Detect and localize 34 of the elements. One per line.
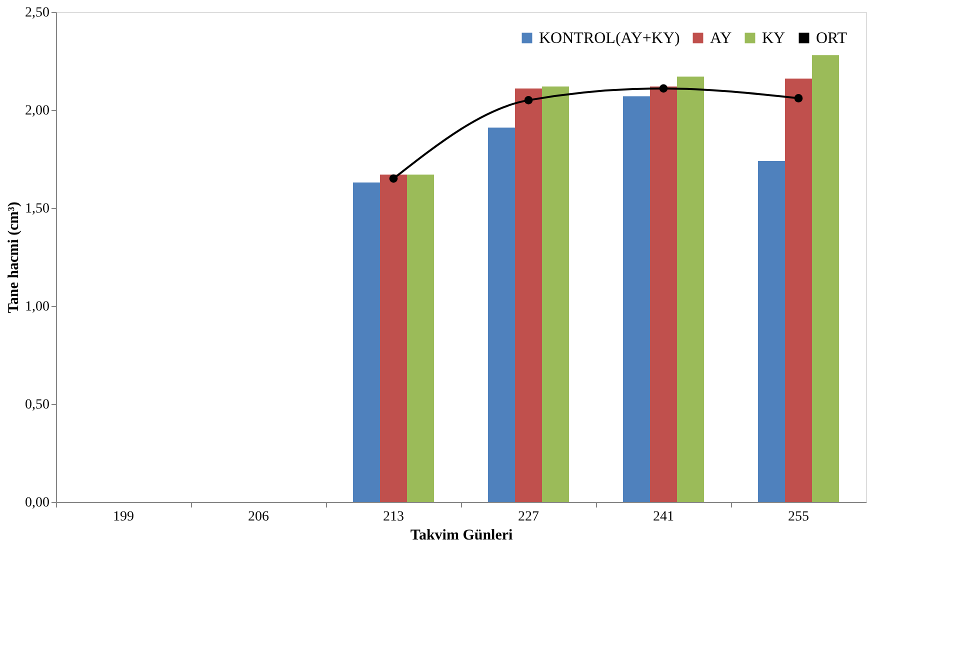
bar [380, 174, 407, 502]
x-tick-label: 199 [113, 510, 134, 524]
point [659, 84, 668, 93]
y-tick-label: 0,00 [25, 496, 50, 510]
x-tick-label: 206 [248, 510, 269, 524]
point [794, 94, 803, 102]
bar [542, 86, 569, 502]
x-tick-label: 241 [653, 510, 674, 524]
point [524, 96, 533, 104]
bar [407, 174, 434, 502]
bar [353, 182, 380, 502]
legend-label: KONTROL(AY+KY) [539, 30, 680, 47]
x-tick-label: 255 [788, 510, 809, 524]
point [389, 174, 398, 183]
bar [488, 128, 515, 502]
bar [677, 76, 704, 502]
x-tick-label: 227 [518, 510, 539, 524]
bar [650, 86, 677, 502]
bar [785, 78, 812, 502]
x-tick-label: 213 [383, 510, 404, 524]
bar [812, 55, 839, 502]
y-tick-label: 2,50 [25, 6, 50, 20]
bar [515, 88, 542, 502]
bar [623, 96, 650, 502]
legend-label: ORT [816, 30, 848, 47]
y-axis-title: Tane hacmi (cm³) [6, 202, 22, 314]
x-axis-title: Takvim Günleri [410, 528, 513, 544]
y-tick-label: 0,50 [25, 398, 50, 412]
y-tick-label: 1,50 [25, 202, 50, 216]
legend-label: AY [710, 30, 732, 47]
bar [758, 160, 785, 502]
y-tick-label: 2,00 [25, 104, 50, 118]
y-tick-label: 1,00 [25, 300, 50, 314]
legend-label: KY [762, 30, 786, 47]
